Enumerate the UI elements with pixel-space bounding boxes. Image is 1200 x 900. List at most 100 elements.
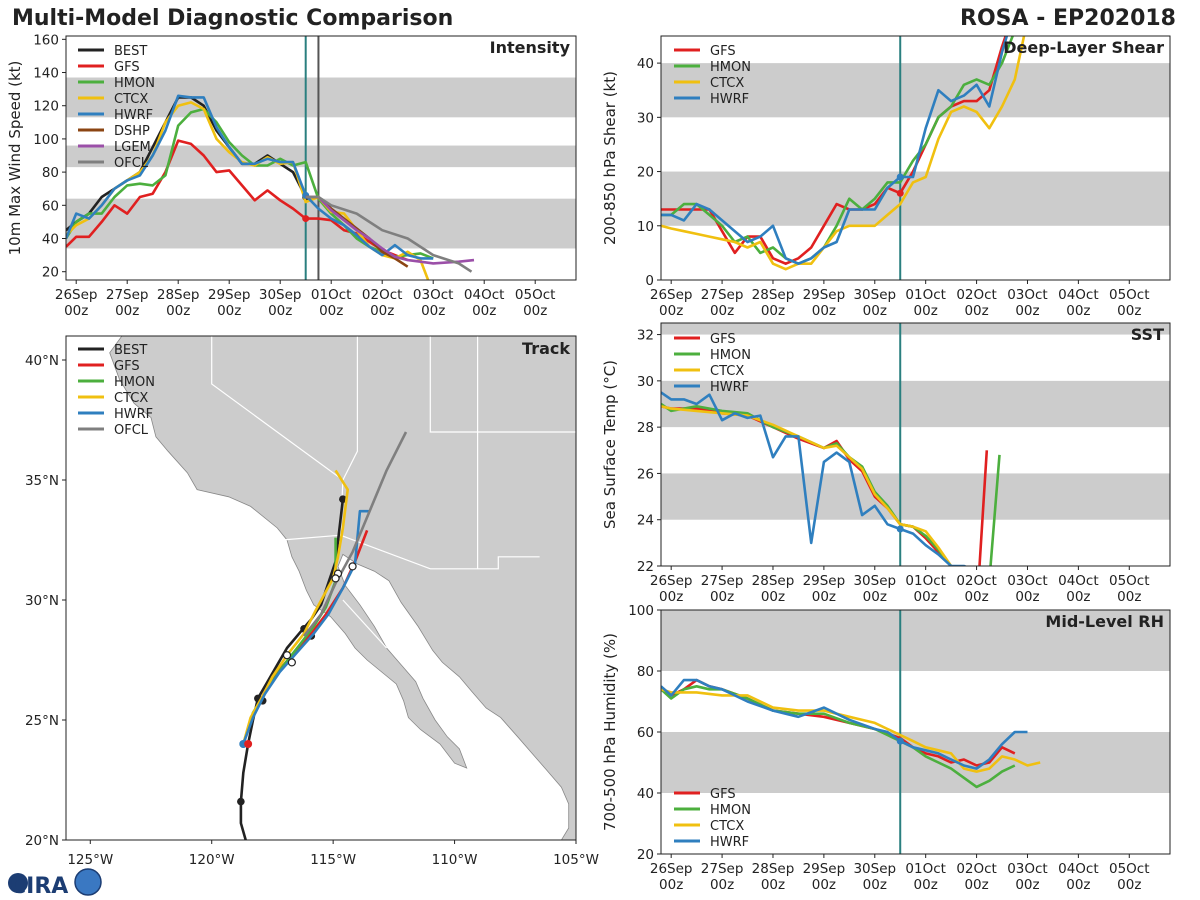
rh-band-1 (661, 610, 1170, 671)
rh-xtick-hour-5: 00z (914, 877, 938, 893)
sst-ytick-label-1: 24 (637, 513, 654, 529)
intensity-series-hwrf (66, 94, 434, 260)
track-legend-hwrf: HWRF (114, 407, 153, 422)
intensity-band-1 (66, 145, 576, 168)
sst-ytick-label-2: 26 (637, 466, 654, 482)
track-ofcl-circle-4 (331, 574, 340, 583)
sst-xtick-hour-4: 00z (863, 589, 887, 605)
sst-ytick-label-3: 28 (637, 420, 654, 436)
sst-xtick-hour-5: 00z (914, 589, 938, 605)
sst-xtick-hour-2: 00z (761, 589, 785, 605)
cira-logo: CIRA (8, 868, 102, 899)
rh-xtick-day-5: 01Oct (905, 861, 946, 877)
intensity-band-2 (66, 77, 576, 118)
rh-ytick-label-0: 20 (637, 847, 654, 863)
intensity-xtick-day-3: 29Sep (208, 287, 251, 303)
shear-marker-hwrf (896, 173, 904, 181)
shear-series-hwrf (661, 36, 1009, 266)
sst-ytick-label-0: 22 (637, 559, 654, 575)
border-line-0 (211, 336, 540, 570)
rh-ytick-label-1: 40 (637, 786, 654, 802)
shear-legend-hmon: HMON (710, 60, 751, 75)
border-line-5 (342, 599, 388, 649)
rh-panel: 2040608010026Sep00z27Sep00z28Sep00z29Sep… (601, 603, 1171, 893)
intensity-legend-hmon: HMON (114, 76, 155, 91)
rh-marker-hwrf (896, 737, 904, 745)
sst-xtick-hour-1: 00z (710, 589, 734, 605)
intensity-xtick-hour-0: 00z (64, 303, 88, 319)
shear-xtick-hour-3: 00z (812, 303, 836, 319)
intensity-marker-gfs (302, 215, 310, 223)
figure-title: Multi-Model Diagnostic Comparison (12, 6, 453, 31)
rh-xtick-day-9: 05Oct (1109, 861, 1150, 877)
sst-panel: 22242628303226Sep00z27Sep00z28Sep00z29Se… (601, 322, 1171, 605)
track-ytick-label-1: 25°N (25, 713, 59, 729)
track-xtick-label-3: 110°W (432, 852, 478, 868)
sst-ytick-label-4: 30 (637, 374, 654, 390)
sst-xtick-day-9: 05Oct (1109, 573, 1150, 589)
intensity-legend-ofcl: OFCL (114, 156, 149, 171)
intensity-xtick-day-4: 30Sep (259, 287, 302, 303)
shear-xtick-day-1: 27Sep (701, 287, 744, 303)
intensity-frame (65, 35, 577, 281)
rh-series-hwrf (661, 678, 1028, 770)
shear-xtick-day-5: 01Oct (905, 287, 946, 303)
shear-xtick-day-0: 26Sep (650, 287, 693, 303)
track-legend-best: BEST (114, 343, 147, 358)
shear-frame (660, 35, 1171, 281)
intensity-xtick-day-7: 03Oct (413, 287, 454, 303)
intensity-ytick-label-2: 60 (42, 198, 59, 214)
track-title: Track (522, 339, 570, 358)
shear-marker-gfs (896, 189, 904, 197)
intensity-xtick-hour-1: 00z (115, 303, 139, 319)
track-panel: 125°W 120°W 115°W 110°W 105°W 20°N 25°N 30°N 35°… (25, 335, 599, 868)
intensity-ytick-label-7: 160 (33, 32, 59, 48)
sst-xtick-day-8: 04Oct (1058, 573, 1099, 589)
rh-xtick-hour-7: 00z (1015, 877, 1039, 893)
track-ytick-label-4: 40°N (25, 353, 59, 369)
rh-xtick-hour-3: 00z (812, 877, 836, 893)
shear-xtick-hour-9: 00z (1117, 303, 1141, 319)
rh-xtick-day-1: 27Sep (701, 861, 744, 877)
track-xtick-label-1: 120°W (189, 852, 235, 868)
intensity-xtick-hour-7: 00z (421, 303, 445, 319)
logo-globe-icon (8, 873, 28, 893)
intensity-legend-dshp: DSHP (114, 124, 150, 139)
intensity-legend-best: BEST (114, 44, 147, 59)
rh-xtick-hour-6: 00z (964, 877, 988, 893)
intensity-xtick-hour-8: 00z (472, 303, 496, 319)
shear-xtick-hour-2: 00z (761, 303, 785, 319)
intensity-ylabel: 10m Max Wind Speed (kt) (6, 61, 24, 256)
rh-legend-hwrf: HWRF (710, 835, 749, 850)
sst-legend-hmon: HMON (710, 348, 751, 363)
sst-legend-ctcx: CTCX (710, 364, 744, 379)
track-ytick-label-3: 35°N (25, 473, 59, 489)
intensity-xtick-hour-3: 00z (217, 303, 241, 319)
rh-series-hmon (661, 684, 1016, 789)
sst-xtick-day-1: 27Sep (701, 573, 744, 589)
sst-band-1 (661, 380, 1170, 428)
rh-legend-gfs: GFS (710, 787, 736, 802)
intensity-ytick-label-1: 40 (42, 232, 59, 248)
intensity-xtick-day-9: 05Oct (515, 287, 556, 303)
track-frame (65, 335, 577, 841)
intensity-xtick-day-0: 26Sep (55, 287, 98, 303)
intensity-xtick-day-2: 28Sep (157, 287, 200, 303)
intensity-xtick-day-5: 01Oct (311, 287, 352, 303)
logo-text: CIRA (10, 874, 68, 899)
rh-xtick-hour-2: 00z (761, 877, 785, 893)
shear-band-0 (661, 171, 1170, 226)
rh-xtick-day-3: 29Sep (803, 861, 846, 877)
sst-ylabel: Sea Surface Temp (°C) (601, 360, 619, 529)
track-ofcl-circle-3 (348, 562, 357, 571)
intensity-xtick-day-1: 27Sep (106, 287, 149, 303)
sst-xtick-hour-6: 00z (964, 589, 988, 605)
sst-xtick-day-2: 28Sep (752, 573, 795, 589)
storm-id: ROSA - EP202018 (960, 6, 1176, 31)
intensity-xtick-hour-9: 00z (523, 303, 547, 319)
track-best-dot-0 (237, 797, 245, 806)
shear-xtick-hour-5: 00z (914, 303, 938, 319)
shear-xtick-day-2: 28Sep (752, 287, 795, 303)
shear-plot-area (661, 36, 1170, 280)
shear-title: Deep-Layer Shear (1003, 38, 1164, 57)
